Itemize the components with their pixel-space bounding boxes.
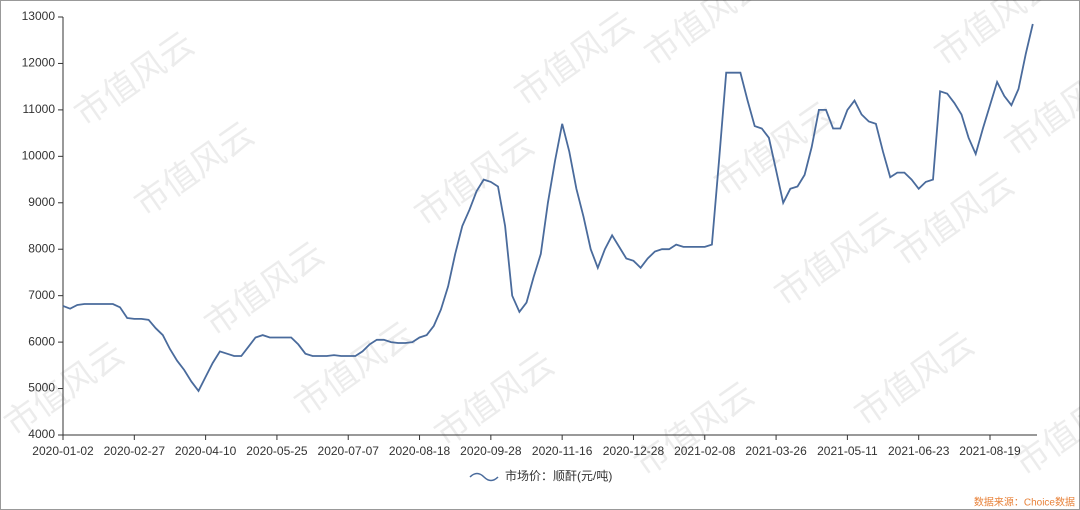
x-tick-label: 2021-06-23 xyxy=(888,444,950,458)
y-tick-label: 7000 xyxy=(28,288,55,302)
x-tick-label: 2020-09-28 xyxy=(460,444,522,458)
y-tick-label: 6000 xyxy=(28,334,55,348)
x-tick-label: 2020-05-25 xyxy=(246,444,308,458)
x-tick-label: 2020-07-07 xyxy=(318,444,380,458)
x-tick-label: 2020-01-02 xyxy=(32,444,94,458)
x-tick-label: 2020-08-18 xyxy=(389,444,451,458)
y-tick-label: 11000 xyxy=(23,102,56,116)
x-tick-label: 2020-04-10 xyxy=(175,444,237,458)
y-tick-label: 12000 xyxy=(22,56,56,70)
y-tick-label: 4000 xyxy=(28,427,55,441)
series-line xyxy=(62,23,1034,393)
x-tick-label: 2021-03-26 xyxy=(745,444,807,458)
x-tick-label: 2021-05-11 xyxy=(817,444,878,458)
y-tick-label: 9000 xyxy=(28,195,55,209)
y-tick-label: 5000 xyxy=(28,381,55,395)
y-tick-label: 8000 xyxy=(28,241,55,255)
legend-icon xyxy=(469,472,499,482)
x-tick-label: 2020-12-28 xyxy=(603,444,665,458)
y-tick-label: 10000 xyxy=(22,149,56,163)
legend-label: 市场价：顺酐(元/吨) xyxy=(505,468,612,483)
x-tick-label: 2020-11-16 xyxy=(532,444,593,458)
x-tick-label: 2020-02-27 xyxy=(104,444,166,458)
source: 数据来源：Choice数据 xyxy=(974,496,1075,509)
x-tick-label: 2021-02-08 xyxy=(674,444,736,458)
y-tick-label: 13000 xyxy=(22,9,56,23)
x-tick-label: 2021-08-19 xyxy=(959,444,1021,458)
